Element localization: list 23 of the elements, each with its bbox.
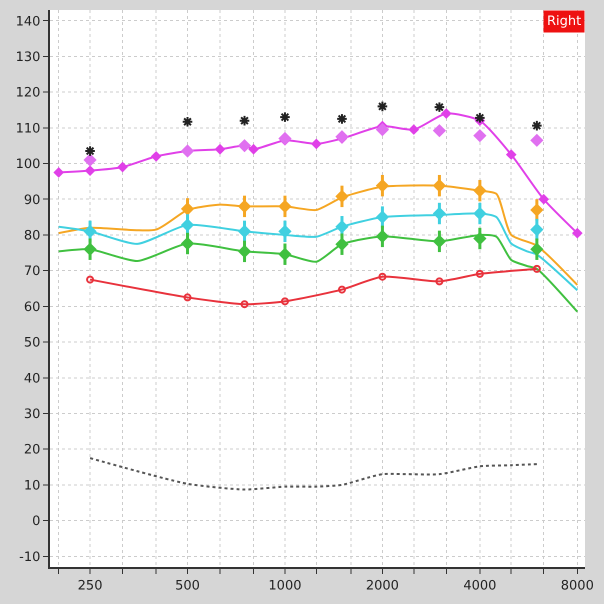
annotation: Right [547,14,582,29]
y-tick-label: 70 [24,264,40,280]
y-tick-label: 130 [16,50,40,65]
x-tick-label: 1000 [268,578,302,594]
y-tick-label: 120 [16,86,40,101]
y-tick-label: 90 [24,192,40,208]
x-tick-label: 2000 [366,578,399,594]
x-tick-label: 4000 [463,578,496,594]
y-tick-label: 110 [16,121,40,136]
y-tick-label: 40 [24,371,40,386]
y-tick-label: 50 [24,336,40,351]
y-tick-label: 10 [24,478,40,494]
y-tick-label: 140 [16,14,40,30]
x-tick-label: 250 [78,578,102,594]
y-tick-label: -10 [19,550,40,565]
y-tick-label: 80 [24,228,40,244]
y-tick-label: 30 [24,407,40,422]
x-tick-label: 8000 [560,578,594,594]
y-tick-label: 60 [24,300,40,315]
y-tick-label: 100 [16,157,40,172]
y-tick-label: 20 [24,442,40,458]
y-tick-label: 0 [32,514,40,530]
x-tick-label: 500 [175,578,200,594]
